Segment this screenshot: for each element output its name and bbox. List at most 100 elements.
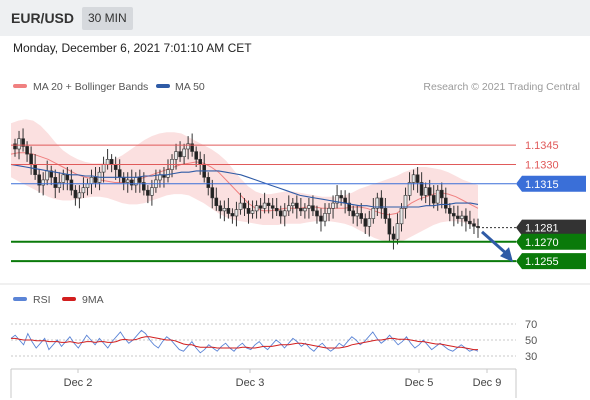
candle-body: [451, 213, 456, 217]
candle-body: [57, 182, 62, 188]
level-label-1.1270: 1.1270: [525, 237, 559, 249]
candle-body: [258, 205, 263, 209]
rsi-level-label-30: 30: [525, 351, 537, 363]
candle-body: [226, 208, 231, 214]
candle-body: [222, 208, 227, 212]
candle-body: [419, 182, 424, 196]
candle-body: [399, 208, 404, 225]
candle-body: [230, 213, 235, 217]
ma9-legend-swatch: [62, 297, 76, 301]
candle-body: [105, 159, 110, 165]
x-label-Dec-3: Dec 3: [236, 377, 265, 389]
candle-body: [186, 143, 190, 150]
level-lines: 1.1345 1.1330 1.1315 1.1281 1.1270 1.1255: [11, 140, 586, 270]
candle-body: [375, 197, 380, 209]
forecast-arrow-head: [500, 247, 513, 263]
candle-body: [29, 153, 33, 165]
candle-body: [460, 215, 464, 219]
candle-body: [443, 197, 448, 209]
ma9-legend-label: 9MA: [82, 294, 104, 306]
candle-body: [125, 179, 130, 183]
candle-body: [113, 164, 118, 170]
candle-body: [286, 205, 291, 212]
candle-body: [158, 174, 162, 181]
candle-body: [472, 223, 476, 227]
candle-body: [117, 169, 122, 178]
candle-body: [89, 177, 94, 185]
candle-body: [359, 213, 364, 219]
candle-body: [266, 202, 271, 207]
candle-body: [282, 210, 287, 217]
candle-body: [182, 148, 186, 157]
rsi-plot: 70 50 30: [10, 319, 537, 363]
candle-body: [278, 210, 283, 217]
candle-body: [351, 210, 356, 217]
header-bar: EUR/USD 30 MIN: [0, 0, 590, 36]
candle-body: [246, 208, 251, 214]
candle-body: [250, 210, 255, 214]
bollinger-band-area: [11, 119, 478, 242]
candle-body: [81, 187, 86, 194]
candle-body: [234, 209, 239, 217]
candle-body: [415, 174, 420, 183]
candle-body: [13, 143, 17, 150]
candle-body: [109, 159, 114, 165]
candle-body: [274, 208, 279, 212]
bb-legend-swatch: [13, 84, 27, 88]
candle-body: [427, 187, 432, 196]
candle-body: [299, 208, 303, 212]
ma50-legend-label: MA 50: [175, 81, 205, 93]
candle-body: [383, 208, 388, 219]
level-label-1.1345: 1.1345: [525, 140, 559, 152]
candle-body: [395, 223, 400, 240]
x-label-Dec-2: Dec 2: [64, 377, 93, 389]
rsi-legend-swatch: [13, 297, 27, 301]
candle-body: [65, 174, 70, 181]
level-label-1.1255: 1.1255: [525, 256, 559, 268]
candle-body: [447, 208, 452, 214]
candle-body: [423, 187, 428, 196]
candle-body: [61, 174, 66, 183]
candle-body: [327, 208, 331, 214]
candle-body: [150, 187, 154, 196]
candle-body: [290, 202, 295, 207]
timeframe-badge[interactable]: 30 MIN: [82, 7, 133, 30]
candle-body: [315, 210, 319, 217]
candle-body: [468, 220, 472, 225]
level-label-1.1315: 1.1315: [525, 179, 559, 191]
candle-body: [121, 177, 126, 183]
level-tag-1.1270: [516, 233, 586, 250]
candle-body: [210, 187, 215, 199]
candle-body: [363, 218, 368, 227]
instrument-title: EUR/USD: [11, 10, 75, 26]
forecast-arrow-shaft: [481, 230, 508, 256]
candle-body: [339, 195, 343, 199]
candle-body: [101, 164, 106, 173]
candle-body: [435, 189, 440, 204]
candle-body: [303, 208, 307, 212]
candle-body: [206, 177, 211, 188]
candle-body: [25, 146, 29, 155]
candle-body: [311, 205, 315, 212]
candle-body: [431, 195, 436, 204]
candle-body: [37, 174, 42, 186]
rsi-level-label-70: 70: [525, 319, 537, 331]
level-label-1.1330: 1.1330: [525, 159, 559, 171]
candle-body: [146, 189, 150, 196]
candle-body: [367, 218, 372, 227]
ma50-line: [10, 163, 479, 208]
candle-body: [387, 218, 392, 235]
candle-body: [294, 202, 299, 209]
candle-body: [464, 215, 468, 222]
candle-body: [69, 179, 74, 191]
candle-body: [218, 205, 223, 212]
candle-body: [319, 215, 323, 222]
candle-body: [194, 151, 198, 160]
level-label-1.1281: 1.1281: [525, 223, 559, 235]
rsi-legend-label: RSI: [33, 294, 51, 306]
candle-body: [77, 192, 82, 199]
candle-body: [73, 189, 78, 199]
candle-body: [411, 174, 416, 183]
candle-body: [130, 179, 134, 186]
